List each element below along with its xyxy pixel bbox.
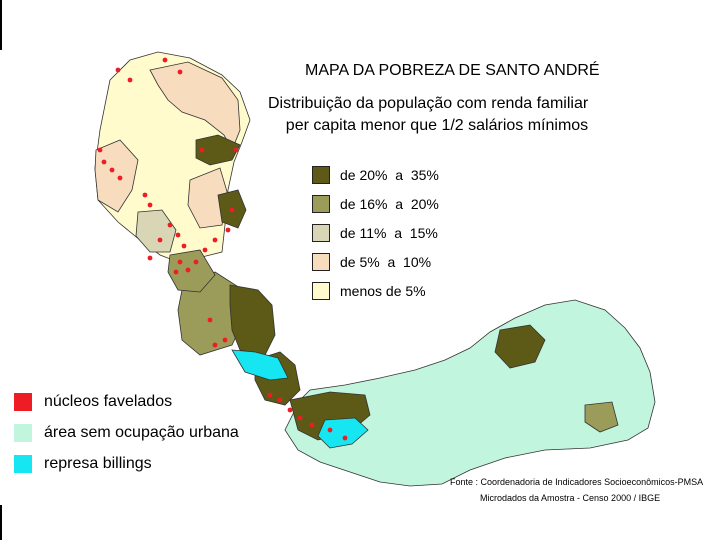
legend-item-reservoir: represa billings [14, 448, 239, 479]
legend-item-20-35: de 20% a 35% [312, 160, 439, 189]
legend-label: de 20% a 35% [340, 166, 439, 183]
favela-marker [167, 222, 173, 228]
favela-marker [222, 337, 228, 343]
favela-marker [142, 192, 148, 198]
reservoir [231, 349, 289, 381]
favela-marker [147, 202, 153, 208]
feature-legend: núcleos favelados área sem ocupação urba… [14, 386, 239, 479]
legend-item-no-urban-area: área sem ocupação urbana [14, 417, 239, 448]
favela-marker [267, 392, 273, 398]
favela-marker [309, 422, 315, 428]
map-subtitle: Distribuição da população com renda fami… [268, 93, 588, 137]
legend-label: de 11% a 15% [340, 224, 438, 241]
legend-swatch [14, 454, 32, 473]
favela-marker [199, 147, 205, 153]
legend-label: de 16% a 20% [340, 195, 439, 212]
favela-marker [225, 227, 231, 233]
favela-marker [202, 247, 208, 253]
legend-item-favelas: núcleos favelados [14, 386, 239, 417]
dark-zone [195, 134, 241, 166]
legend-item-5-10: de 5% a 10% [312, 247, 439, 276]
legend-label: área sem ocupação urbana [44, 423, 239, 441]
favela-marker [185, 267, 191, 273]
gray-zone [135, 209, 177, 253]
frame-line-bottom [0, 505, 2, 540]
poverty-legend: de 20% a 35% de 16% a 20% de 11% a 15% d… [312, 160, 439, 305]
favela-marker [277, 397, 283, 403]
favela-marker [327, 427, 333, 433]
peach-zone [187, 167, 229, 229]
favela-marker [173, 269, 179, 275]
legend-swatch [312, 223, 330, 242]
favela-marker [115, 67, 121, 73]
source-line-2: Microdados da Amostra - Censo 2000 / IBG… [480, 493, 661, 503]
legend-swatch [312, 165, 330, 184]
legend-swatch [312, 252, 330, 271]
frame-line-top [0, 0, 2, 50]
dark-zone [494, 324, 546, 369]
legend-item-under-5: menos de 5% [312, 276, 439, 305]
favela-marker [212, 342, 218, 348]
favela-marker [157, 237, 163, 243]
peach-zone [94, 139, 139, 213]
favela-marker [175, 232, 181, 238]
favela-marker [101, 159, 107, 165]
favela-marker [193, 259, 199, 265]
favela-marker [229, 207, 235, 213]
subtitle-line-2: per capita menor que 1/2 salários mínimo… [285, 117, 589, 134]
favela-marker [181, 243, 187, 249]
favela-marker [297, 415, 303, 421]
legend-swatch [312, 281, 330, 300]
map-title: MAPA DA POBREZA DE SANTO ANDRÉ [305, 62, 600, 79]
favela-marker [117, 175, 123, 181]
favela-marker [233, 147, 239, 153]
olive-zone [177, 271, 246, 356]
legend-label: de 5% a 10% [340, 253, 432, 270]
subtitle-line-1: Distribuição da população com renda fami… [268, 95, 589, 112]
legend-swatch [312, 194, 330, 213]
reservoir [317, 417, 369, 449]
favela-marker [177, 69, 183, 75]
favela-marker [162, 57, 168, 63]
favela-marker [177, 259, 183, 265]
legend-item-11-15: de 11% a 15% [312, 218, 439, 247]
legend-item-16-20: de 16% a 20% [312, 189, 439, 218]
favela-marker [109, 167, 115, 173]
south-area [284, 299, 656, 487]
favela-marker [97, 147, 103, 153]
favela-marker [342, 435, 348, 441]
favela-marker [127, 77, 133, 83]
legend-swatch [14, 392, 32, 411]
legend-swatch [14, 423, 32, 442]
favela-marker [287, 407, 293, 413]
favela-marker [207, 317, 213, 323]
source-line-1: Fonte : Coordenadoria de Indicadores Soc… [450, 477, 704, 487]
favela-marker [147, 255, 153, 261]
legend-label: represa billings [44, 454, 152, 472]
source-note: Fonte : Coordenadoria de Indicadores Soc… [450, 474, 703, 506]
legend-label: núcleos favelados [44, 392, 173, 410]
dark-zone [229, 284, 276, 356]
legend-label: menos de 5% [340, 282, 426, 299]
favela-markers [97, 57, 348, 441]
olive-zone [584, 401, 619, 433]
favela-marker [212, 237, 218, 243]
